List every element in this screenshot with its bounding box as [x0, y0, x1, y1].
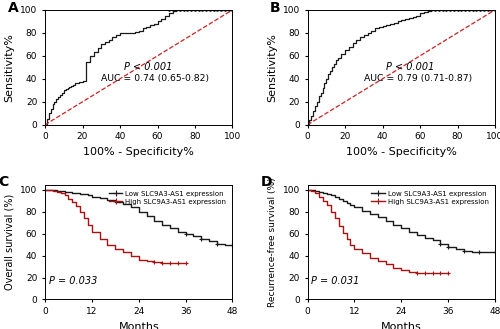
- Y-axis label: Overall survival (%): Overall survival (%): [4, 194, 15, 290]
- X-axis label: 100% - Specificity%: 100% - Specificity%: [346, 147, 457, 157]
- Text: B: B: [270, 1, 280, 15]
- X-axis label: Months: Months: [381, 321, 422, 329]
- Text: A: A: [8, 1, 18, 15]
- Legend: Low SLC9A3-AS1 expression, High SLC9A3-AS1 expression: Low SLC9A3-AS1 expression, High SLC9A3-A…: [106, 188, 229, 208]
- Legend: Low SLC9A3-AS1 expression, High SLC9A3-AS1 expression: Low SLC9A3-AS1 expression, High SLC9A3-A…: [368, 188, 492, 208]
- Text: P < 0.001: P < 0.001: [124, 62, 172, 72]
- Text: C: C: [0, 175, 8, 189]
- Text: AUC = 0.79 (0.71-0.87): AUC = 0.79 (0.71-0.87): [364, 74, 472, 83]
- Text: D: D: [260, 175, 272, 189]
- Y-axis label: Sensitivity%: Sensitivity%: [4, 33, 15, 102]
- X-axis label: Months: Months: [118, 321, 159, 329]
- Y-axis label: Recurrence-free survival (%): Recurrence-free survival (%): [268, 177, 277, 307]
- Text: P < 0.001: P < 0.001: [386, 62, 434, 72]
- X-axis label: 100% - Specificity%: 100% - Specificity%: [84, 147, 194, 157]
- Y-axis label: Sensitivity%: Sensitivity%: [267, 33, 277, 102]
- Text: P = 0.031: P = 0.031: [312, 276, 360, 286]
- Text: P = 0.033: P = 0.033: [49, 276, 98, 286]
- Text: AUC = 0.74 (0.65-0.82): AUC = 0.74 (0.65-0.82): [101, 74, 209, 83]
